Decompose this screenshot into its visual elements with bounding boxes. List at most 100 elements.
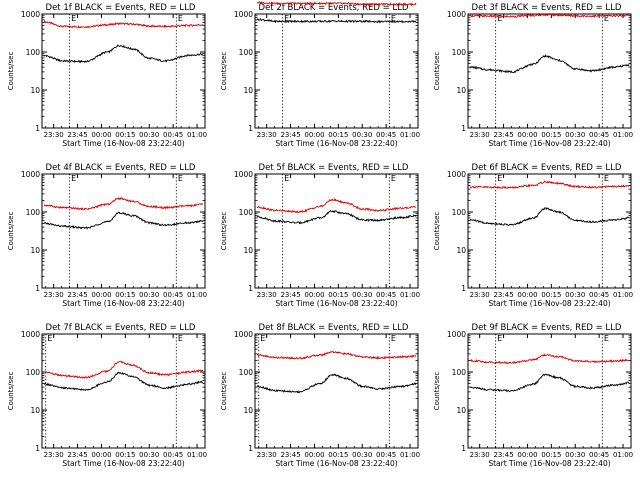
- panel-title: Det 3f BLACK = Events, RED = LLD: [472, 3, 622, 13]
- x-tick-label: 01:00: [613, 291, 633, 299]
- x-tick-label: 00:30: [352, 291, 372, 299]
- events-series-line: [256, 17, 417, 24]
- events-series-line: [44, 211, 204, 230]
- lld-series-line: [256, 0, 417, 7]
- y-axis-label: Counts/sec: [7, 212, 15, 251]
- event-marker-label: E: [391, 334, 396, 343]
- x-tick-label: 00:15: [328, 451, 348, 459]
- x-tick-label: 00:30: [565, 451, 585, 459]
- x-tick-label: 00:30: [139, 291, 159, 299]
- x-axis-label: Start Time (16-Nov-08 23:22:40): [275, 299, 397, 308]
- x-tick-label: 00:00: [91, 291, 111, 299]
- x-tick-label: 23:45: [280, 131, 300, 139]
- event-marker-label: E: [604, 174, 609, 183]
- detector-panel: Det 1f BLACK = Events, RED = LLD 1 10 100 10…: [7, 3, 207, 148]
- x-tick-label: 23:45: [67, 291, 87, 299]
- x-tick-label: 00:45: [589, 451, 609, 459]
- x-tick-label: 01:00: [613, 451, 633, 459]
- plot-frame: [254, 173, 419, 289]
- x-tick-label: 00:00: [304, 451, 324, 459]
- x-tick-label: 00:45: [589, 131, 609, 139]
- x-tick-label: 23:30: [470, 131, 490, 139]
- x-tick-label: 01:00: [187, 451, 207, 459]
- y-axis-label: Counts/sec: [220, 372, 228, 411]
- x-tick-label: 00:30: [565, 291, 585, 299]
- y-tick-label: 10: [30, 86, 40, 95]
- y-tick-label: 10: [456, 246, 466, 255]
- detector-panel: Det 8f BLACK = Events, RED = LLD 1 10 100 10…: [220, 323, 420, 468]
- events-series-line: [469, 373, 630, 393]
- events-series-line: [256, 210, 417, 225]
- x-tick-label: 23:45: [493, 291, 513, 299]
- x-tick-label: 00:15: [541, 451, 561, 459]
- lld-series-line: [469, 180, 630, 190]
- x-axis-label: Start Time (16-Nov-08 23:22:40): [62, 299, 184, 308]
- lld-series-line: [256, 198, 417, 214]
- x-tick-label: 01:00: [613, 131, 633, 139]
- events-series-line: [43, 44, 204, 64]
- y-tick-label: 1: [461, 444, 466, 453]
- y-tick-label: 100: [239, 368, 254, 377]
- x-tick-label: 00:45: [376, 131, 396, 139]
- x-tick-label: 00:30: [352, 451, 372, 459]
- x-axis-label: Start Time (16-Nov-08 23:22:40): [488, 459, 610, 468]
- y-tick-label: 10: [243, 246, 253, 255]
- x-tick-label: 00:30: [352, 131, 372, 139]
- x-axis-label: Start Time (16-Nov-08 23:22:40): [275, 139, 397, 148]
- x-tick-label: 00:45: [376, 291, 396, 299]
- x-tick-label: 23:30: [44, 291, 64, 299]
- events-series-line: [43, 371, 203, 392]
- x-tick-label: 23:45: [493, 451, 513, 459]
- x-axis-label: Start Time (16-Nov-08 23:22:40): [275, 459, 397, 468]
- x-tick-label: 23:45: [493, 131, 513, 139]
- panel-title: Det 1f BLACK = Events, RED = LLD: [46, 3, 196, 13]
- x-tick-label: 00:15: [328, 131, 348, 139]
- y-tick-label: 10: [456, 86, 466, 95]
- plot-frame: [254, 13, 419, 129]
- detector-panel: Det 5f BLACK = Events, RED = LLD 1 10 100 10…: [220, 163, 420, 308]
- x-tick-label: 00:15: [328, 291, 348, 299]
- x-tick-label: 23:30: [257, 451, 277, 459]
- x-tick-label: 23:30: [470, 291, 490, 299]
- x-tick-label: 23:30: [470, 451, 490, 459]
- y-tick-label: 100: [452, 208, 467, 217]
- lld-series-line: [469, 13, 630, 18]
- x-tick-label: 00:45: [376, 451, 396, 459]
- panel-title: Det 5f BLACK = Events, RED = LLD: [259, 163, 409, 173]
- y-tick-label: 10: [30, 246, 40, 255]
- x-tick-label: 00:15: [115, 451, 135, 459]
- x-tick-label: 00:45: [589, 291, 609, 299]
- plot-frame: [467, 13, 632, 129]
- y-tick-label: 1000: [21, 10, 40, 19]
- y-tick-label: 10: [243, 86, 253, 95]
- y-tick-label: 10: [30, 406, 40, 415]
- y-tick-label: 100: [26, 368, 41, 377]
- x-tick-label: 23:45: [67, 451, 87, 459]
- lld-series-line: [43, 19, 204, 29]
- event-marker-label: E: [391, 174, 396, 183]
- y-tick-label: 10: [243, 406, 253, 415]
- x-tick-label: 00:15: [541, 291, 561, 299]
- event-marker-label: E: [178, 174, 183, 183]
- x-tick-label: 00:00: [91, 451, 111, 459]
- detector-panel: Det 2f BLACK = Events, RED = LLD 1 10 100 10…: [220, 0, 420, 148]
- y-tick-label: 1000: [234, 10, 253, 19]
- x-tick-label: 00:00: [517, 451, 537, 459]
- x-axis-label: Start Time (16-Nov-08 23:22:40): [62, 459, 184, 468]
- event-marker-label: E: [284, 174, 289, 183]
- detector-panel: Det 3f BLACK = Events, RED = LLD 1 10 100 10…: [433, 3, 633, 148]
- x-tick-label: 01:00: [400, 131, 420, 139]
- panel-title: Det 9f BLACK = Events, RED = LLD: [472, 323, 622, 333]
- y-tick-label: 1: [248, 444, 253, 453]
- x-tick-label: 01:00: [187, 131, 207, 139]
- y-axis-label: Counts/sec: [433, 52, 441, 91]
- y-tick-label: 1000: [21, 330, 40, 339]
- y-tick-label: 1000: [447, 330, 466, 339]
- lld-series-line: [43, 196, 203, 211]
- x-tick-label: 23:45: [280, 451, 300, 459]
- y-tick-label: 10: [456, 406, 466, 415]
- x-tick-label: 00:00: [517, 131, 537, 139]
- event-marker-label: E: [497, 334, 502, 343]
- event-marker-label: E: [604, 14, 609, 23]
- panel-title: Det 2f BLACK = Events, RED = LLD: [259, 3, 409, 13]
